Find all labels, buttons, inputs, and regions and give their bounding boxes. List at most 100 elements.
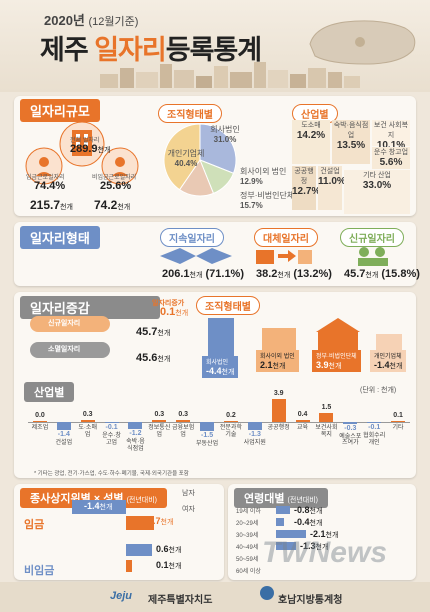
industry-bar-label-7: -1.5: [201, 432, 214, 439]
age-value-0: -0.8천개: [294, 505, 323, 515]
industry-bar-14: [367, 422, 382, 423]
pie-slice-3: [163, 123, 201, 191]
form-replacement-pill: 대체일자리: [254, 228, 318, 247]
nonwage-jobs-count: 74.2천개: [94, 198, 131, 212]
org-change-company: 회사법인 -4.4천개: [202, 356, 239, 378]
industry-bar-3: [104, 422, 119, 423]
wage-female-bar: [126, 516, 154, 530]
wage-male-value: -1.4천개: [84, 501, 113, 511]
org-change-government: 정부·비법인단체 3.9천개: [312, 350, 361, 372]
watermark: TWNews: [262, 536, 388, 569]
industry-other: 기타 산업 33.0%: [344, 170, 410, 214]
industry-zero-axis: [28, 422, 410, 423]
age-row-label-4: 50~59세: [236, 557, 259, 563]
pie-label-individual: 개인기업체 40.4%: [167, 149, 205, 168]
industry-chart-note: * 기타는 광업, 전기·가스업, 수도·하수·폐기물, 국제·외국기관을 포함: [34, 471, 189, 477]
form-new-value: 45.7천개 (15.8%): [344, 268, 420, 280]
nonwage-male-value: 0.6천개: [156, 544, 182, 554]
age-value-3: -1.3천개: [300, 541, 329, 551]
form-new-pill: 신규일자리: [340, 228, 404, 247]
jeju-logo: Jeju: [110, 590, 133, 602]
industry-bar-label-3: -0.1: [105, 424, 118, 431]
new-jobs-bar: [30, 316, 110, 332]
age-row-label-5: 60세 이상: [236, 569, 261, 575]
industry-category-12: 보건사회복지: [315, 425, 338, 438]
exchange-icon: [256, 250, 312, 264]
org-type-pill: 조직형태별: [158, 104, 222, 123]
form-continuing-value: 206.1천개 (71.1%): [162, 268, 245, 280]
lost-jobs-label: 소멸일자리: [48, 346, 81, 353]
change-title: 일자리증감: [20, 296, 160, 319]
industry-category-10: 공공행정: [267, 425, 290, 431]
new-people-icon: [358, 247, 388, 266]
org-type-pie-chart: [163, 123, 237, 197]
industry-bar-label-14: -0.1: [368, 424, 381, 431]
form-continuing-pill: 지속일자리: [160, 228, 224, 247]
industry-chart-title: 산업별: [24, 382, 75, 402]
nonwage-male-bar: [126, 544, 152, 556]
industry-retail: 도소매 14.2%: [292, 120, 330, 164]
nonwage-jobs-pct: 25.6%: [100, 180, 132, 192]
industry-accommodation: 숙박·음식점업 13.5%: [332, 120, 370, 164]
nonwage-label: 비임금: [24, 565, 55, 577]
industry-category-2: 도·소매업: [78, 425, 97, 438]
statistics-logo-icon: [260, 586, 274, 600]
pie-label-company: 회사법인 31.0%: [210, 125, 240, 144]
org-change-pill: 조직형태별: [196, 296, 260, 315]
form-replacement-value: 38.2천개 (13.2%): [256, 268, 332, 280]
industry-category-1: 건설업: [55, 440, 73, 447]
age-value-1: -0.4천개: [294, 517, 323, 527]
industry-category-4: 숙박·음식점업: [126, 439, 145, 452]
industry-grid: 도소매 14.2% 숙박·음식점업 13.5% 보건 사회복지 10.1% 운수 창고…: [292, 120, 410, 214]
pie-label-noncompany: 회사이외 법인 12.9%: [240, 167, 287, 186]
industry-bar-chart: 0.0 제조업 -1.4 건설업 0.3 도·소매업 -0.1 운수·창고업 -1.2 숙박·음식…: [28, 390, 410, 466]
lost-jobs-value: 45.6천개: [136, 352, 171, 364]
age-bar-0: [276, 506, 290, 514]
industry-category-15: 기타: [392, 425, 404, 431]
industry-category-13: 예술스포츠여가: [339, 433, 362, 447]
footer-org-stats: 호남지방통계청: [278, 595, 343, 606]
industry-category-9: 사업지원: [243, 439, 266, 446]
age-value-2: -2.1천개: [310, 529, 339, 539]
pie-slice-0: [199, 123, 237, 174]
wage-male-bar: [72, 500, 126, 514]
industry-health: 보건 사회복지 10.1%: [372, 120, 410, 151]
industry-transport: 운수 창고업 5.6%: [372, 147, 410, 169]
industry-bar-6: [176, 420, 191, 422]
net-increase-label: 일자리증가: [152, 300, 185, 307]
new-jobs-value: 45.7천개: [136, 326, 171, 338]
wage-jobs-pct: 74.4%: [34, 180, 66, 192]
lost-jobs-bar: [30, 342, 110, 358]
industry-bar-9: [247, 422, 262, 430]
age-title: 연령대별 (전년대비): [234, 488, 328, 508]
industry-bar-5: [152, 420, 167, 422]
industry-bar-label-0: 0.0: [35, 412, 45, 419]
industry-bar-7: [200, 422, 215, 431]
industry-chart-unit: (단위 : 천개): [360, 387, 397, 394]
industry-bar-label-1: -1.4: [57, 431, 70, 439]
industry-bar-1: [56, 422, 71, 431]
industry-bar-label-15: 0.1: [393, 412, 403, 419]
industry-category-6: 금융보험업: [172, 425, 195, 438]
industry-category-3: 운수·창고업: [102, 433, 121, 446]
job-scale-diagram: [25, 121, 139, 185]
wage-label: 임금: [24, 519, 45, 531]
industry-bar-12: [319, 413, 334, 422]
industry-bar-label-10: 3.9: [273, 389, 284, 397]
age-rows: 19세 이하 -0.8천개 20~29세 -0.4천개 30~39세 -2.1천…: [232, 505, 412, 580]
industry-category-11: 교육: [297, 425, 309, 431]
age-row-label-0: 19세 이하: [236, 509, 261, 515]
industry-bar-13: [343, 422, 358, 424]
industry-bar-label-6: 0.3: [178, 411, 189, 419]
industry-bar-4: [128, 422, 143, 430]
female-legend: 여자: [182, 506, 195, 513]
industry-category-0: 제조업: [31, 425, 49, 431]
city-skyline-illustration: [100, 62, 360, 88]
male-legend: 남자: [182, 490, 195, 497]
nonwage-female-bar: [126, 560, 132, 572]
industry-category-7: 부동산업: [196, 441, 219, 447]
wage-female-value: 0.7천개: [148, 516, 174, 526]
industry-bar-2: [80, 420, 95, 422]
age-row-label-3: 40~49세: [236, 545, 259, 551]
net-increase-value: 0.1천개: [160, 306, 189, 318]
